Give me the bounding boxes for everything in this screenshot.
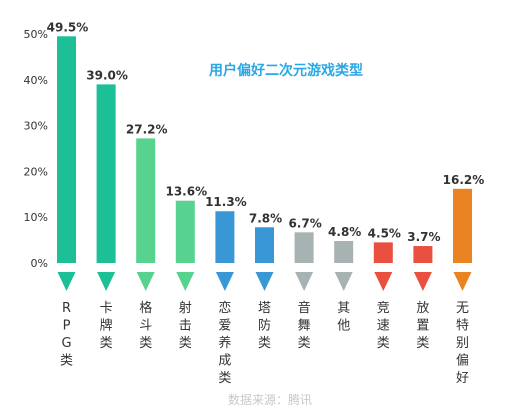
category-label: 射击类: [179, 300, 192, 351]
value-label: 6.7%: [288, 216, 321, 230]
value-label: 39.0%: [86, 68, 128, 82]
y-axis: 0% 10% 20% 30% 40% 50%: [24, 28, 48, 270]
value-label: 3.7%: [407, 230, 440, 244]
value-label: 4.5%: [368, 226, 401, 240]
source-note: 数据来源：腾讯: [228, 392, 312, 407]
bar: [255, 227, 274, 263]
y-tick-label: 50%: [24, 28, 48, 41]
bar: [96, 84, 116, 263]
category-markers: [57, 272, 472, 291]
category-label: 竞速类: [377, 300, 390, 351]
category-label: 恋爱养成类: [218, 300, 231, 386]
category-marker: [334, 272, 353, 291]
chart-title: 用户偏好二次元游戏类型: [209, 62, 363, 79]
bar: [334, 241, 354, 263]
y-tick-label: 10%: [24, 211, 48, 224]
category-marker: [295, 272, 314, 291]
bar: [453, 188, 472, 263]
bar: [175, 200, 195, 263]
category-marker: [374, 272, 393, 291]
category-marker: [215, 272, 234, 291]
bar: [413, 246, 433, 263]
y-tick-label: 20%: [24, 165, 48, 178]
category-label: 其他: [337, 301, 350, 334]
category-marker: [413, 272, 432, 291]
y-tick-label: 40%: [24, 74, 48, 87]
value-label: 27.2%: [126, 122, 168, 136]
category-marker: [136, 272, 155, 291]
category-label: 音舞类: [298, 300, 311, 351]
category-marker: [255, 272, 274, 291]
value-label: 16.2%: [443, 173, 485, 187]
category-label: 格斗类: [139, 300, 152, 351]
category-label: 放置类: [416, 301, 429, 351]
category-marker: [97, 272, 116, 291]
bar: [136, 138, 156, 263]
value-label: 11.3%: [205, 195, 247, 209]
category-labels: R P G 类 卡牌类 格斗类 射击类 恋爱养成类 塔防类 音舞类 其他 竞速类 放置类 无特别偏好: [60, 300, 469, 386]
category-marker: [57, 272, 76, 291]
value-label: 49.5%: [47, 20, 89, 34]
category-label: 卡牌类: [100, 301, 113, 351]
y-tick-label: 30%: [24, 120, 48, 133]
bar: [215, 211, 235, 263]
value-label: 7.8%: [249, 211, 282, 225]
category-label: 无特别偏好: [456, 301, 469, 386]
bar: [57, 36, 76, 263]
category-marker: [453, 272, 472, 291]
bar: [294, 232, 314, 263]
category-marker: [176, 272, 195, 291]
value-label: 4.8%: [328, 225, 361, 239]
category-label: 塔防类: [258, 301, 271, 351]
y-tick-label: 0%: [31, 257, 48, 270]
bar: [373, 242, 393, 263]
value-label: 13.6%: [165, 185, 207, 199]
value-labels: 49.5% 39.0% 27.2% 13.6%11.3%7.8% 6.7% 4.8% 4.5…: [47, 20, 485, 244]
bars: [57, 36, 472, 263]
